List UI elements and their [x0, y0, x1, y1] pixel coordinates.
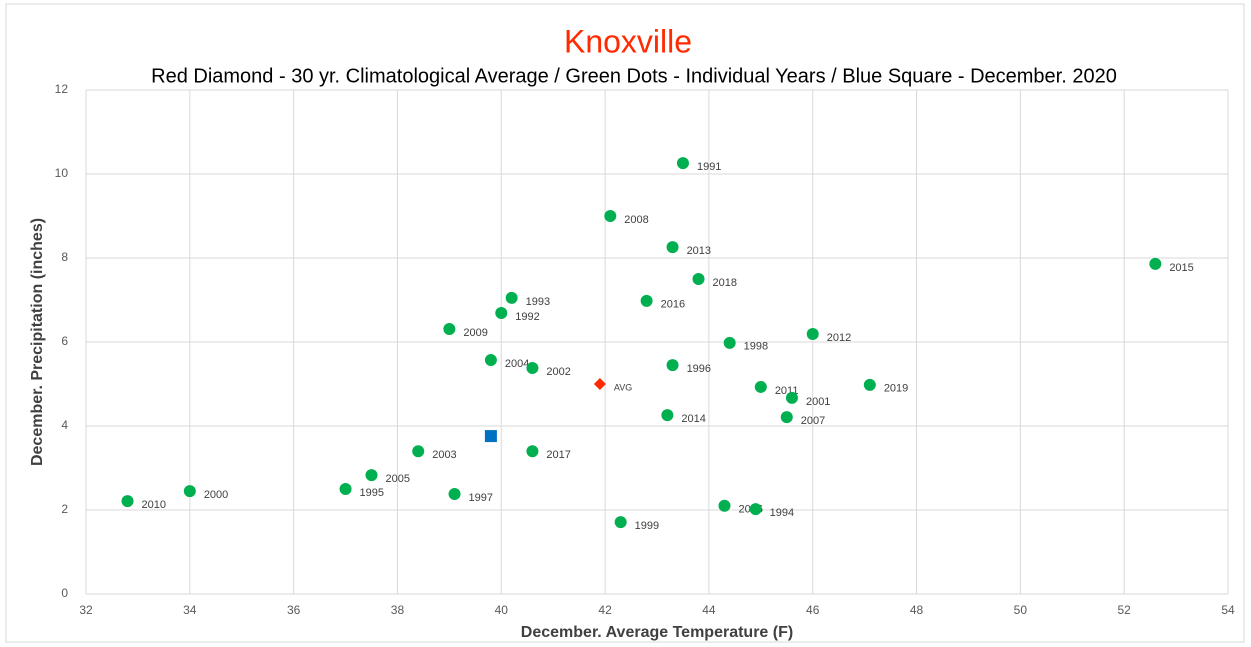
data-point: [723, 336, 736, 349]
data-point: [484, 430, 497, 443]
point-label: 1994: [770, 507, 794, 519]
point-label: 1996: [687, 363, 711, 375]
x-tick-label: 48: [910, 603, 924, 617]
point-label: 2014: [681, 413, 705, 425]
x-tick-label: 44: [702, 603, 716, 617]
y-tick-label: 2: [61, 502, 68, 516]
data-point: [443, 322, 456, 335]
data-point: [412, 445, 425, 458]
point-label: 2005: [386, 473, 410, 485]
point-label: 1997: [469, 492, 493, 504]
data-point: [640, 294, 653, 307]
data-point: [749, 503, 762, 516]
data-point: [692, 273, 705, 285]
data-point: [666, 241, 679, 254]
data-point: [183, 485, 196, 498]
chart-title: Knoxville: [564, 23, 692, 59]
data-point: [780, 411, 793, 424]
data-point: [526, 445, 539, 458]
data-point: [604, 210, 617, 222]
x-tick-label: 38: [391, 603, 405, 617]
data-point: [661, 409, 674, 422]
point-label: 2004: [505, 358, 529, 370]
data-point: [676, 157, 689, 170]
data-point: [863, 378, 876, 391]
point-label: 2010: [142, 499, 166, 511]
point-label: 2003: [432, 449, 456, 461]
y-axis-label: December. Precipitation (inches): [29, 218, 46, 466]
data-point: [339, 483, 352, 495]
point-label: 1995: [360, 487, 384, 499]
data-point: [718, 499, 731, 512]
point-label: 2001: [806, 396, 830, 408]
y-tick-label: 4: [61, 418, 68, 432]
y-tick-label: 6: [61, 334, 68, 348]
point-label: 2007: [801, 415, 825, 427]
data-point: [448, 488, 461, 501]
x-axis-label: December. Average Temperature (F): [521, 624, 793, 641]
point-label: 1993: [526, 296, 550, 308]
point-label: 2017: [546, 449, 570, 461]
point-label: 1992: [515, 311, 539, 323]
point-label: 2012: [827, 332, 851, 344]
point-label: 2015: [1169, 262, 1193, 274]
x-tick-label: 52: [1118, 603, 1132, 617]
x-tick-label: 50: [1014, 603, 1028, 617]
data-point: [484, 354, 497, 367]
point-label: 2013: [687, 245, 711, 257]
chart-subtitle: Red Diamond - 30 yr. Climatological Aver…: [151, 65, 1117, 87]
y-tick-label: 10: [55, 166, 69, 180]
y-tick-label: 8: [61, 250, 68, 264]
data-point: [614, 516, 627, 529]
point-label: 2018: [713, 277, 737, 289]
x-tick-label: 42: [598, 603, 612, 617]
data-point: [121, 495, 134, 508]
data-point: [505, 291, 518, 304]
data-point: [806, 328, 819, 341]
data-point: [785, 391, 798, 404]
point-label: 2019: [884, 383, 908, 395]
x-tick-label: 36: [287, 603, 301, 617]
x-tick-label: 40: [495, 603, 509, 617]
point-label: 2008: [624, 214, 648, 226]
x-tick-label: 32: [79, 603, 93, 617]
point-label: 1998: [744, 341, 768, 353]
x-tick-label: 34: [183, 603, 197, 617]
data-point: [754, 380, 767, 393]
data-point: [365, 469, 378, 482]
point-label: 2002: [546, 366, 570, 378]
data-point: [1149, 257, 1162, 270]
y-tick-label: 0: [61, 586, 68, 600]
data-point: [495, 307, 508, 320]
x-tick-label: 46: [806, 603, 820, 617]
point-label: 1991: [697, 161, 721, 173]
chart-frame: [5, 3, 1245, 643]
point-label: AVG: [614, 382, 632, 392]
point-label: 2016: [661, 299, 685, 311]
point-label: 1999: [635, 520, 659, 532]
y-tick-label: 12: [55, 82, 69, 96]
data-point: [666, 359, 679, 372]
data-point: [526, 362, 539, 375]
point-label: 2000: [204, 489, 228, 501]
data-point: [593, 378, 606, 390]
x-tick-label: 54: [1221, 603, 1235, 617]
point-label: 2009: [463, 327, 487, 339]
